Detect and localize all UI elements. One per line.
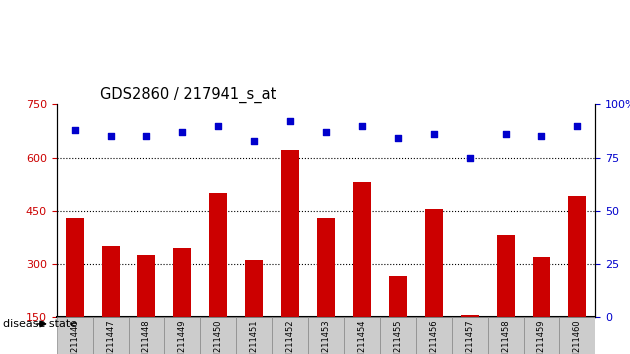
Bar [129, 317, 164, 354]
Text: GSM211460: GSM211460 [573, 320, 582, 354]
Bar [496, 235, 515, 317]
Bar [380, 317, 416, 354]
Point [321, 129, 331, 135]
Point [500, 131, 510, 137]
Point [249, 138, 260, 143]
Text: GDS2860 / 217941_s_at: GDS2860 / 217941_s_at [100, 87, 276, 103]
Text: GSM211450: GSM211450 [214, 320, 223, 354]
Bar [137, 255, 156, 317]
Text: GSM211451: GSM211451 [249, 320, 259, 354]
Point [105, 133, 116, 139]
Bar [559, 317, 595, 354]
Bar [308, 317, 344, 354]
Text: GSM211446: GSM211446 [70, 320, 79, 354]
Text: GSM211453: GSM211453 [321, 320, 331, 354]
Bar [164, 317, 200, 354]
Bar [236, 317, 272, 354]
Point [392, 136, 403, 141]
Bar [425, 209, 443, 317]
Point [141, 133, 151, 139]
Bar [272, 317, 308, 354]
Point [70, 127, 79, 133]
Text: disease state: disease state [3, 319, 77, 329]
Bar [488, 317, 524, 354]
Bar [245, 260, 263, 317]
Bar [173, 248, 192, 317]
Text: GSM211447: GSM211447 [106, 320, 115, 354]
Bar [524, 317, 559, 354]
Text: GSM211456: GSM211456 [429, 320, 438, 354]
Bar [568, 196, 587, 317]
Text: GSM211458: GSM211458 [501, 320, 510, 354]
Text: GSM211452: GSM211452 [285, 320, 295, 354]
Bar [353, 182, 371, 317]
Bar [101, 246, 120, 317]
Text: GSM211459: GSM211459 [537, 320, 546, 354]
Bar [281, 150, 299, 317]
Point [428, 131, 438, 137]
Bar [344, 317, 380, 354]
Point [536, 133, 546, 139]
Bar [66, 218, 84, 317]
Text: GSM211455: GSM211455 [393, 320, 403, 354]
Bar [416, 317, 452, 354]
Bar [389, 276, 407, 317]
Bar [57, 317, 93, 354]
Text: GSM211448: GSM211448 [142, 320, 151, 354]
Point [572, 123, 582, 129]
Text: GSM211449: GSM211449 [178, 320, 187, 354]
Bar [209, 193, 227, 317]
Point [464, 155, 475, 160]
Bar [93, 317, 129, 354]
Point [178, 129, 188, 135]
Bar [200, 317, 236, 354]
Point [285, 119, 295, 124]
Bar [532, 257, 551, 317]
Point [213, 123, 223, 129]
Text: GSM211454: GSM211454 [357, 320, 367, 354]
Bar [317, 218, 335, 317]
Point [357, 123, 367, 129]
Text: GSM211457: GSM211457 [465, 320, 474, 354]
Bar [452, 317, 488, 354]
Bar [461, 315, 479, 317]
